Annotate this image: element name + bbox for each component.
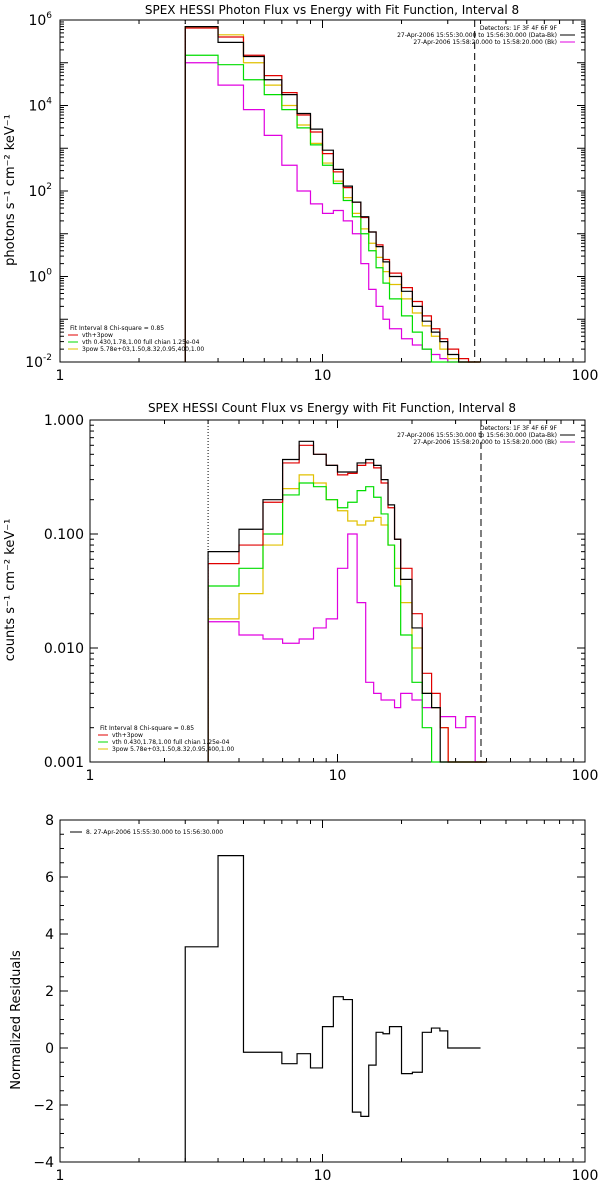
x-tick-label: 1 bbox=[86, 768, 95, 784]
x-tick-label: 100 bbox=[572, 1168, 599, 1184]
series-data-histogram bbox=[184, 855, 481, 1162]
fit-legend-line: Fit Interval 8 Chi-square = 0.85 bbox=[100, 725, 194, 732]
fit-legend-line: vth 0.430,1.78,1.00 full chian 1.25e-04 bbox=[82, 339, 200, 346]
count-flux-panel: SPEX HESSI Count Flux vs Energy with Fit… bbox=[3, 401, 598, 784]
y-tick-label: 106 bbox=[28, 11, 52, 29]
legend-header-line: 27-Apr-2006 15:55:30.000 to 15:56:30.000… bbox=[397, 32, 557, 39]
y-tick-label: 0 bbox=[45, 1041, 54, 1057]
residuals-panel: Normalized Residuals 1 10 100 8 6 4 2 0 −2 −4 8. 2… bbox=[9, 813, 598, 1184]
y-tick-label: −2 bbox=[33, 1098, 54, 1114]
series-vth-histogram bbox=[207, 482, 487, 763]
y-tick-label: 1.000 bbox=[44, 413, 84, 429]
legend-header-line: 27-Apr-2006 15:58:20.000 to 15:58:20.000… bbox=[413, 39, 557, 46]
photon-flux-title: SPEX HESSI Photon Flux vs Energy with Fi… bbox=[145, 3, 519, 17]
photon-flux-panel: SPEX HESSI Photon Flux vs Energy with Fi… bbox=[3, 3, 598, 384]
x-tick-label: 100 bbox=[572, 768, 599, 784]
fit-legend-line: Fit Interval 8 Chi-square = 0.85 bbox=[70, 325, 164, 332]
x-tick-label: 1 bbox=[56, 368, 65, 384]
x-tick-label: 100 bbox=[572, 368, 599, 384]
y-tick-label: 6 bbox=[45, 870, 54, 886]
y-tick-label: 104 bbox=[28, 97, 52, 115]
x-tick-label: 1 bbox=[56, 1168, 65, 1184]
y-tick-label: 2 bbox=[45, 984, 54, 1000]
fit-legend-line: 3pow 5.78e+03,1.50,8.32,0.95,400,1.00 bbox=[112, 746, 234, 753]
y-tick-label: 102 bbox=[28, 182, 52, 200]
y-tick-label: 4 bbox=[45, 927, 54, 943]
legend-header-line: 27-Apr-2006 15:58:20.000 to 15:58:20.000… bbox=[413, 439, 557, 446]
fit-legend-line: vth+3pow bbox=[82, 332, 113, 339]
y-tick-label: 0.010 bbox=[44, 641, 84, 657]
legend-header-line: Detectors: 1F 3F 4F 6F 9F bbox=[480, 25, 558, 32]
x-tick-label: 10 bbox=[329, 768, 347, 784]
y-tick-label: 100 bbox=[28, 268, 52, 286]
x-tick-label: 10 bbox=[314, 1168, 332, 1184]
count-flux-title: SPEX HESSI Count Flux vs Energy with Fit… bbox=[148, 401, 516, 415]
fit-legend-line: vth 0.430,1.78,1.00 full chian 1.25e-04 bbox=[112, 739, 230, 746]
y-tick-label: 0.100 bbox=[44, 527, 84, 543]
y-tick-label: 10-2 bbox=[25, 353, 52, 371]
fit-legend-line: 3pow 5.78e+03,1.50,8.32,0.95,400,1.00 bbox=[82, 346, 204, 353]
series-bk-histogram bbox=[207, 533, 487, 763]
legend-header-line: 27-Apr-2006 15:55:30.000 to 15:56:30.000… bbox=[397, 432, 557, 439]
series-data-histogram bbox=[207, 440, 487, 763]
y-tick-label: −4 bbox=[33, 1155, 54, 1171]
residual-legend-line: 8. 27-Apr-2006 15:55:30.000 to 15:56:30.… bbox=[86, 829, 223, 836]
residuals-ylabel: Normalized Residuals bbox=[9, 950, 24, 1090]
fit-legend-line: vth+3pow bbox=[112, 732, 143, 739]
count-flux-ylabel: counts s⁻¹ cm⁻² keV⁻¹ bbox=[3, 519, 18, 662]
x-tick-label: 10 bbox=[314, 368, 332, 384]
y-tick-label: 0.001 bbox=[44, 755, 84, 771]
series-3pow-histogram bbox=[184, 26, 481, 363]
legend-header-line: Detectors: 1F 3F 4F 6F 9F bbox=[480, 425, 558, 432]
series-data-histogram bbox=[184, 26, 481, 363]
y-tick-label: 8 bbox=[45, 813, 54, 829]
photon-flux-ylabel: photons s⁻¹ cm⁻² keV⁻¹ bbox=[3, 114, 18, 266]
